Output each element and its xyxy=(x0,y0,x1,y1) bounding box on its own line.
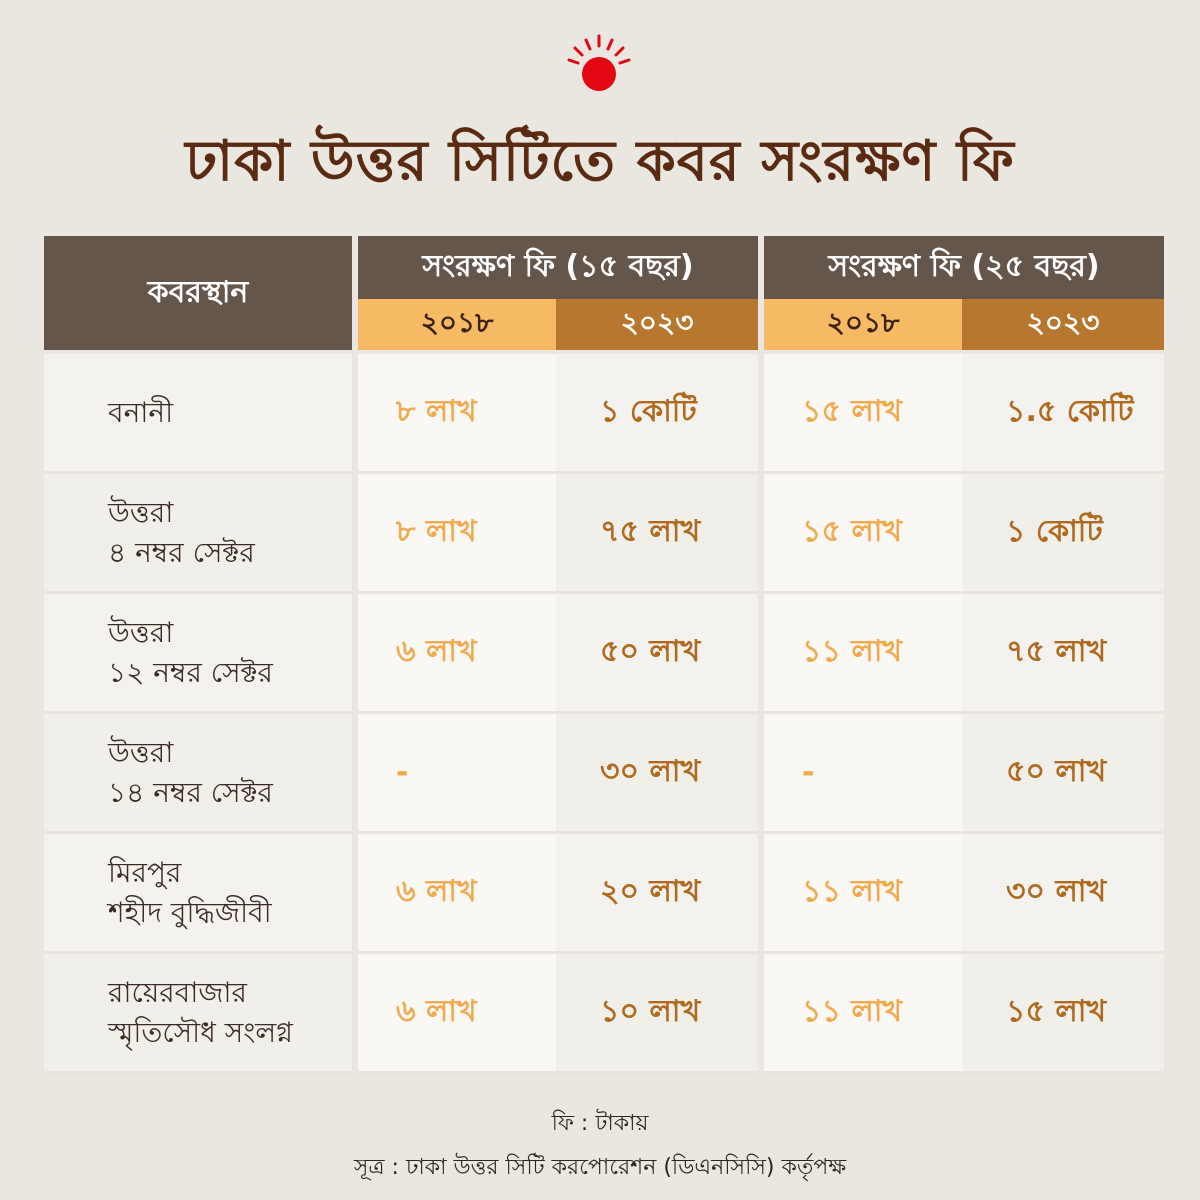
graveyard-name-line: ৪ নম্বর সেক্টর xyxy=(108,535,255,569)
page-title: ঢাকা উত্তর সিটিতে কবর সংরক্ষণ ফি xyxy=(185,129,1015,194)
fee-value-cell: ১ কোটি xyxy=(556,354,758,474)
column-header-graveyard: কবরস্থান xyxy=(44,236,352,354)
graveyard-name-cell: বনানী xyxy=(44,354,352,474)
red-sun-logo-icon xyxy=(567,34,631,91)
fee-value-cell: ৫০ লাখ xyxy=(962,714,1164,834)
graveyard-name-line: মিরপুর xyxy=(108,855,182,889)
fee-value-cell: ৬ লাখ xyxy=(358,594,556,714)
fee-table: কবরস্থান সংরক্ষণ ফি (১৫ বছর) সংরক্ষণ ফি … xyxy=(44,236,1164,1074)
fee-value-cell: ১১ লাখ xyxy=(764,954,962,1074)
graveyard-name-line: শহীদ বুদ্ধিজীবী xyxy=(108,895,272,929)
graveyard-name-line: উত্তরা xyxy=(108,735,174,769)
fee-value-cell: ১৫ লাখ xyxy=(764,354,962,474)
fee-value-cell: ১.৫ কোটি xyxy=(962,354,1164,474)
fee-value-cell: ৩০ লাখ xyxy=(556,714,758,834)
fee-value-cell: ৮ লাখ xyxy=(358,354,556,474)
fee-value-cell: ৭৫ লাখ xyxy=(962,594,1164,714)
fee-value-cell: - xyxy=(764,714,962,834)
fee-value-cell: ১০ লাখ xyxy=(556,954,758,1074)
fee-value-cell: ১ কোটি xyxy=(962,474,1164,594)
graveyard-name-line: রায়েরবাজার xyxy=(108,975,247,1009)
fee-value-cell: ৫০ লাখ xyxy=(556,594,758,714)
graveyard-name-line: উত্তরা xyxy=(108,615,174,649)
graveyard-name-line: ১৪ নম্বর সেক্টর xyxy=(108,775,273,809)
fee-value-cell: ২০ লাখ xyxy=(556,834,758,954)
graveyard-name-cell: উত্তরা ১২ নম্বর সেক্টর xyxy=(44,594,352,714)
graveyard-name-cell: মিরপুর শহীদ বুদ্ধিজীবী xyxy=(44,834,352,954)
column-group-15-years: সংরক্ষণ ফি (১৫ বছর) xyxy=(358,236,758,299)
fee-value-cell: ১১ লাখ xyxy=(764,834,962,954)
year-header-15y-2018: ২০১৮ xyxy=(358,299,556,354)
fee-value-cell: ১৫ লাখ xyxy=(764,474,962,594)
fee-value-cell: ৮ লাখ xyxy=(358,474,556,594)
graveyard-name-line: স্মৃতিসৌধ সংলগ্ন xyxy=(108,1015,293,1049)
unit-note: ফি : টাকায় xyxy=(551,1111,649,1136)
graveyard-name-line: ১২ নম্বর সেক্টর xyxy=(108,655,273,689)
fee-value-cell: ১৫ লাখ xyxy=(962,954,1164,1074)
fee-value-cell: ৬ লাখ xyxy=(358,954,556,1074)
year-header-15y-2023: ২০২৩ xyxy=(556,299,758,354)
source-note: সূত্র : ঢাকা উত্তর সিটি করপোরেশন (ডিএনসি… xyxy=(353,1155,847,1180)
graveyard-name-line: উত্তরা xyxy=(108,495,174,529)
year-header-25y-2018: ২০১৮ xyxy=(764,299,962,354)
graveyard-name-cell: রায়েরবাজার স্মৃতিসৌধ সংলগ্ন xyxy=(44,954,352,1074)
fee-value-cell: ৩০ লাখ xyxy=(962,834,1164,954)
fee-value-cell: - xyxy=(358,714,556,834)
graveyard-name-line: বনানী xyxy=(108,395,174,429)
fee-value-cell: ৭৫ লাখ xyxy=(556,474,758,594)
graveyard-name-cell: উত্তরা ৪ নম্বর সেক্টর xyxy=(44,474,352,594)
fee-value-cell: ১১ লাখ xyxy=(764,594,962,714)
column-group-25-years: সংরক্ষণ ফি (২৫ বছর) xyxy=(764,236,1164,299)
graveyard-name-cell: উত্তরা ১৪ নম্বর সেক্টর xyxy=(44,714,352,834)
fee-value-cell: ৬ লাখ xyxy=(358,834,556,954)
year-header-25y-2023: ২০২৩ xyxy=(962,299,1164,354)
